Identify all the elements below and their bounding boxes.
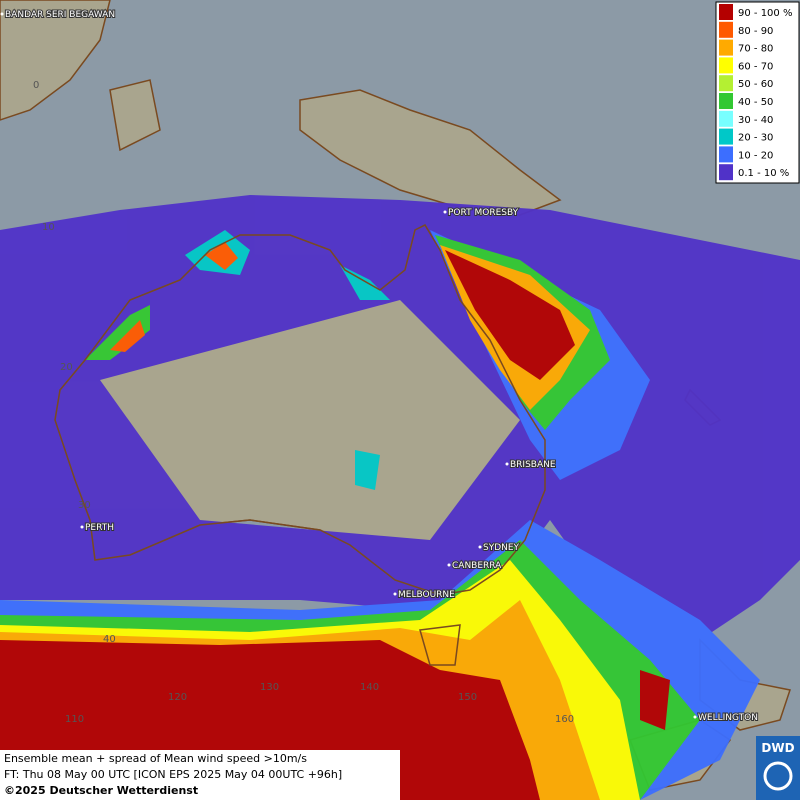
legend: 90 - 100 % 80 - 90 70 - 80 60 - 70 50 - 60 40… bbox=[715, 1, 800, 184]
coastline-overlay bbox=[54, 224, 546, 666]
legend-swatch bbox=[719, 146, 733, 163]
grid-label: 0 bbox=[33, 80, 39, 91]
grid-label: 160 bbox=[555, 714, 574, 725]
legend-label: 90 - 100 % bbox=[738, 8, 792, 19]
city-label: PORT MORESBY bbox=[448, 208, 519, 218]
legend-swatch bbox=[719, 4, 733, 20]
city-dot bbox=[80, 525, 84, 529]
legend-swatch bbox=[719, 93, 733, 109]
legend-swatch bbox=[719, 75, 733, 92]
legend-swatch bbox=[719, 128, 733, 145]
legend-swatch bbox=[719, 110, 733, 127]
city-label: PERTH bbox=[85, 523, 114, 533]
city-label: CANBERRA bbox=[452, 561, 502, 571]
grid-label: 150 bbox=[458, 692, 477, 703]
logo: DWD bbox=[756, 736, 800, 800]
logo-text: DWD bbox=[761, 741, 794, 755]
footer-box bbox=[0, 750, 400, 800]
grid-label: 20 bbox=[60, 362, 73, 373]
logo-mark bbox=[763, 761, 793, 791]
legend-label: 60 - 70 bbox=[738, 61, 773, 72]
footer-line: FT: Thu 08 May 00 UTC [ICON EPS 2025 May… bbox=[4, 768, 342, 781]
legend-label: 0.1 - 10 % bbox=[738, 168, 789, 179]
footer-copyright: ©2025 Deutscher Wetterdienst bbox=[4, 784, 198, 797]
grid-label: 40 bbox=[103, 634, 116, 645]
legend-label: 40 - 50 bbox=[738, 97, 773, 108]
legend-label: 20 - 30 bbox=[738, 133, 773, 144]
legend-label: 10 - 20 bbox=[738, 150, 773, 161]
footer: Ensemble mean + spread of Mean wind spee… bbox=[0, 750, 400, 800]
legend-label: 70 - 80 bbox=[738, 44, 773, 55]
city-label: SYDNEY bbox=[483, 543, 520, 553]
city-dot bbox=[0, 12, 4, 16]
legend-label: 80 - 90 bbox=[738, 26, 773, 37]
city-dot bbox=[447, 563, 451, 567]
legend-swatch bbox=[719, 39, 733, 56]
grid-label: 130 bbox=[260, 682, 279, 693]
legend-swatch bbox=[719, 57, 733, 74]
legend-swatch bbox=[719, 21, 733, 38]
city-dot bbox=[443, 210, 447, 214]
probability-field bbox=[0, 195, 800, 800]
city-label: MELBOURNE bbox=[398, 590, 455, 600]
legend-label: 30 - 40 bbox=[738, 115, 773, 126]
legend-label: 50 - 60 bbox=[738, 79, 773, 90]
labels: BANDAR SERI BEGAWAN PORT MORESBY BRISBANE S… bbox=[0, 9, 759, 725]
legend-swatch bbox=[719, 164, 733, 181]
grid-label: 10 bbox=[42, 222, 55, 233]
city-label: BANDAR SERI BEGAWAN bbox=[5, 10, 115, 20]
grid-label: 30 bbox=[78, 500, 91, 511]
city-dot bbox=[693, 715, 697, 719]
city-label: WELLINGTON bbox=[698, 713, 758, 723]
grid-label: 120 bbox=[168, 692, 187, 703]
grid-label: 140 bbox=[360, 682, 379, 693]
city-dot bbox=[393, 592, 397, 596]
footer-line: Ensemble mean + spread of Mean wind spee… bbox=[4, 752, 307, 765]
city-dot bbox=[505, 462, 509, 466]
city-dot bbox=[478, 545, 482, 549]
grid-label: 110 bbox=[65, 714, 84, 725]
city-label: BRISBANE bbox=[510, 460, 556, 470]
